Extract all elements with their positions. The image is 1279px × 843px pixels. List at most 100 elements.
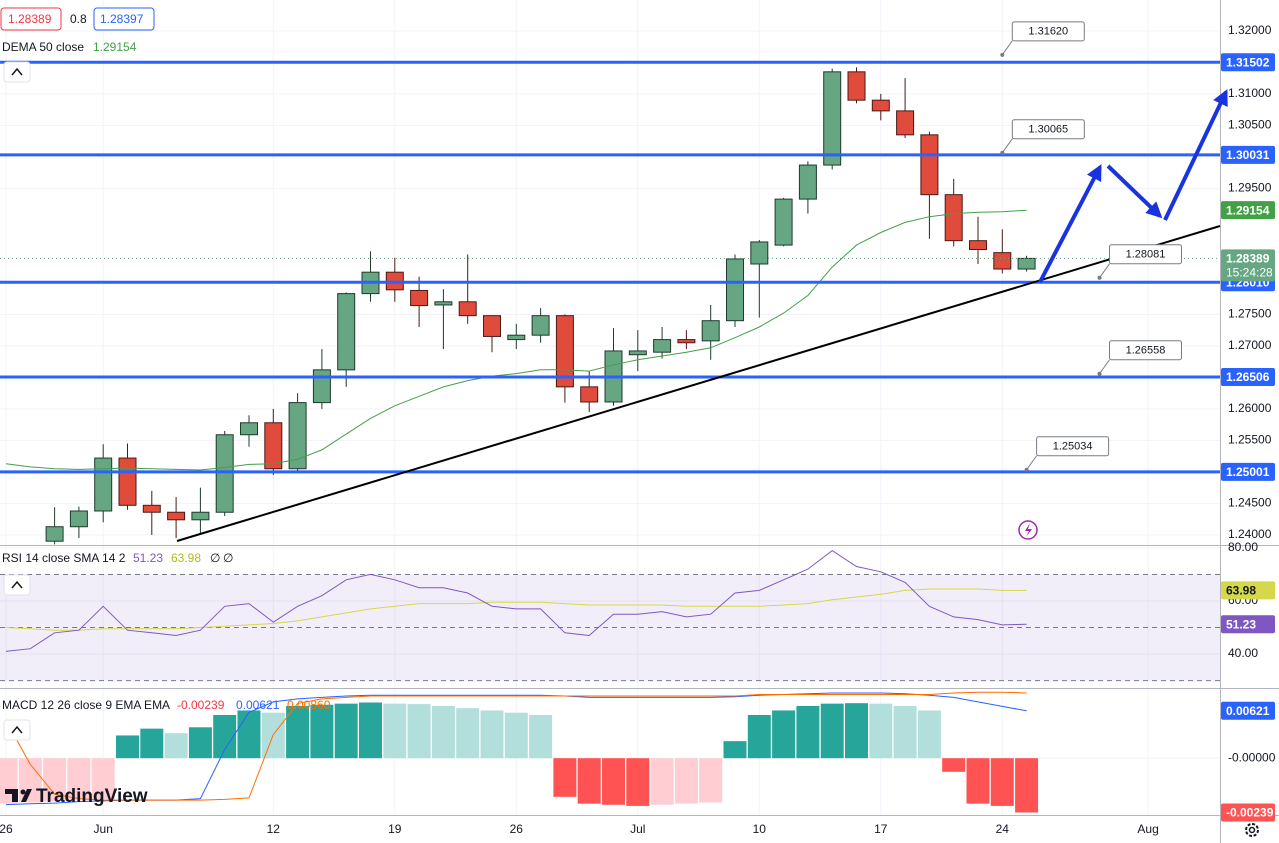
price-badge: [1221, 701, 1275, 720]
candle-body: [1017, 257, 1036, 270]
histogram-bar: [772, 710, 796, 759]
candle-body: [312, 369, 331, 404]
candle-body: [191, 511, 210, 521]
price-badge-label: 1.29154: [1226, 203, 1270, 217]
buy-button[interactable]: [93, 7, 155, 31]
price-badge: [1221, 462, 1275, 481]
collapse-button[interactable]: [3, 719, 31, 741]
price-badge: [1221, 615, 1275, 634]
histogram-bar: [650, 758, 674, 805]
x-tick-label: Jul: [630, 822, 645, 836]
spread: 0.8: [70, 12, 87, 26]
logo: TradingView: [5, 786, 148, 807]
y-tick-label: 1.30500: [1228, 118, 1272, 132]
histogram-bar: [310, 704, 334, 759]
y-tick-label: 1.26000: [1228, 401, 1272, 415]
histogram-bar: [869, 703, 893, 759]
indicator-value: ∅: [210, 551, 220, 565]
arrow[interactable]: [1106, 164, 1163, 219]
price-badge-label: 63.98: [1226, 584, 1256, 598]
candle-body: [677, 339, 696, 344]
y-tick-label: 40.00: [1228, 646, 1258, 660]
x-tick-label: 17: [874, 822, 888, 836]
candle-body: [653, 339, 672, 353]
histogram-bar: [723, 741, 747, 759]
price-badge-label: 1.26506: [1226, 370, 1270, 384]
price-badge-label: -0.00239: [1226, 806, 1274, 820]
candle-body: [847, 71, 866, 101]
x-tick-label: 19: [388, 822, 402, 836]
arrow[interactable]: [1163, 89, 1228, 221]
candle-body: [483, 315, 501, 337]
histogram-bar: [116, 735, 139, 759]
histogram-bar: [699, 758, 723, 803]
indicator-value: 0.00621: [236, 698, 280, 712]
x-tick-label: Aug: [1137, 822, 1158, 836]
price-badge: [1221, 53, 1275, 72]
histogram-bar: [602, 758, 625, 805]
callout-label: 1.31620: [1028, 26, 1068, 38]
indicator-value: -0.00239: [177, 698, 225, 712]
callout-label: 1.26558: [1126, 345, 1166, 357]
histogram-bar: [431, 705, 455, 759]
callout-pointer: [1001, 138, 1013, 154]
candle-body: [458, 301, 477, 317]
alert-icon[interactable]: [1018, 520, 1038, 540]
sell-button[interactable]: [0, 7, 62, 31]
histogram-bar: [796, 705, 820, 759]
candle-body: [531, 315, 550, 336]
histogram-bar: [942, 758, 966, 772]
candle-body: [264, 422, 283, 470]
settings-button[interactable]: [1245, 823, 1259, 837]
callout-box[interactable]: [1011, 119, 1085, 140]
arrow[interactable]: [1038, 164, 1102, 283]
price-badge-label: 1.25001: [1226, 465, 1270, 479]
histogram-bar: [893, 705, 917, 759]
histogram-bar: [1015, 758, 1039, 813]
candle-body: [337, 293, 356, 371]
histogram-bar: [164, 733, 188, 759]
candle-body: [701, 320, 720, 342]
callout-box[interactable]: [1109, 244, 1182, 265]
candle-body: [896, 110, 915, 136]
histogram-bar: [188, 727, 212, 759]
callout-box[interactable]: [1011, 21, 1085, 42]
candle-body: [240, 422, 258, 436]
callout-box[interactable]: [1109, 340, 1182, 361]
candle-body: [993, 252, 1012, 270]
callout-anchor: [1097, 275, 1102, 280]
histogram-bar: [286, 705, 310, 759]
histogram-bar: [91, 758, 115, 800]
callout-anchor: [1097, 371, 1102, 376]
collapse-button[interactable]: [3, 574, 31, 596]
overlay-layer: 26 Jun 12 19 26 Jul 10 17 24 Aug 1.32000 1.31000 1.3…: [0, 21, 1276, 836]
grid: [0, 0, 1220, 815]
histogram-bar: [966, 758, 990, 804]
price-badge-label: 1.30031: [1226, 148, 1270, 162]
histogram-bar: [213, 715, 237, 759]
histogram-bar: [456, 708, 480, 759]
price-badge: [1221, 368, 1275, 387]
panes: [0, 60, 1220, 813]
last-price-badge: [1221, 249, 1275, 282]
candle-body: [750, 241, 769, 265]
candle-body: [628, 350, 647, 356]
callout-box[interactable]: [1036, 436, 1110, 457]
candle-body: [944, 194, 963, 242]
trendline[interactable]: [176, 225, 1221, 542]
histogram-bar: [237, 710, 261, 759]
histogram-bar: [334, 703, 358, 759]
histogram-bar: [845, 703, 868, 759]
candle-body: [434, 301, 453, 306]
candle-body: [774, 198, 793, 246]
collapse-button[interactable]: [3, 61, 31, 83]
candle-body: [580, 386, 599, 403]
candle-body: [555, 315, 574, 388]
callout-pointer: [1099, 359, 1110, 375]
candle-body: [167, 511, 186, 521]
indicator-value: 51.23: [133, 551, 163, 565]
x-tick-label: 26: [0, 822, 13, 836]
